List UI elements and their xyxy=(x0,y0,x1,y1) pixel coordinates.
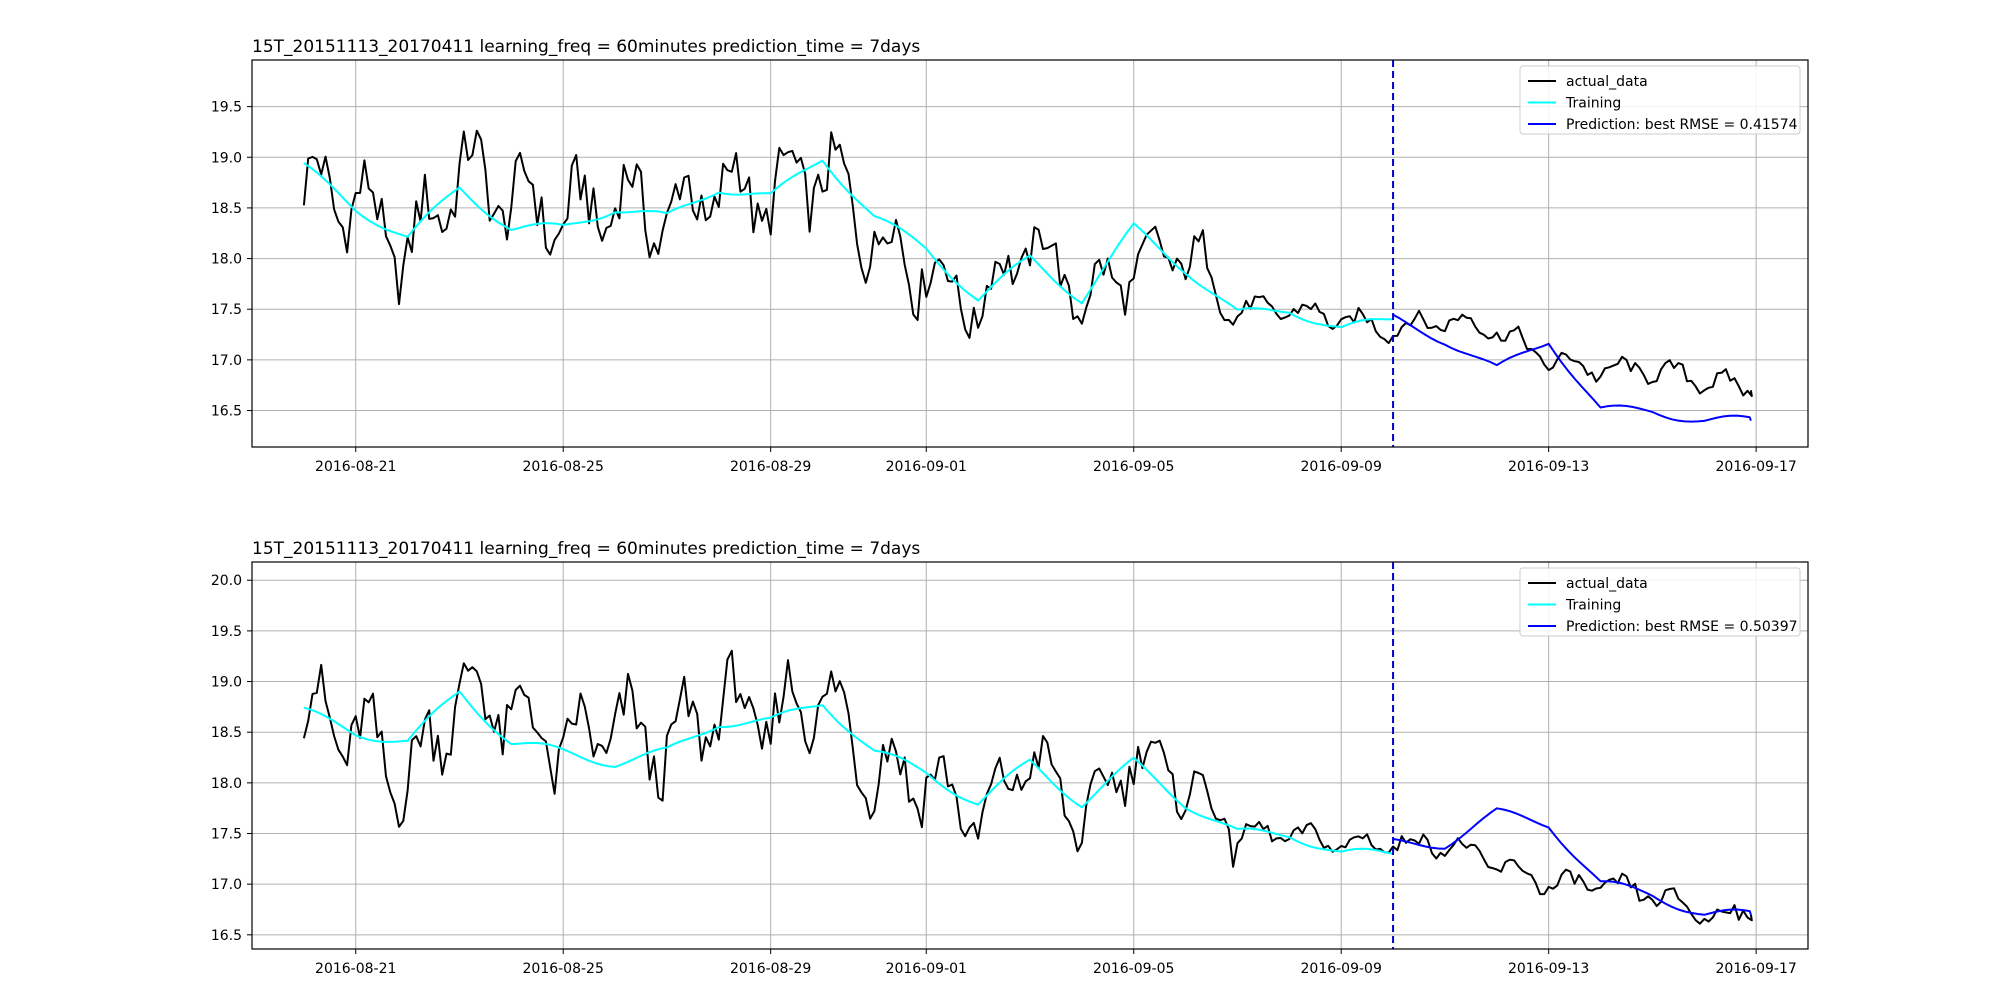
x-tick-label: 2016-09-01 xyxy=(886,459,967,475)
plot-frame xyxy=(251,561,1809,950)
series-line-1 xyxy=(303,690,1394,855)
y-tick-label: 19.0 xyxy=(211,150,242,166)
legend: actual_data Training Prediction: best RMSE… xyxy=(1519,567,1801,637)
x-tick-label: 2016-08-21 xyxy=(315,459,396,475)
y-tick-label: 16.5 xyxy=(211,928,242,944)
y-tick-label: 17.5 xyxy=(211,827,242,843)
legend-label: Prediction: best RMSE = 0.41574 xyxy=(1566,117,1798,133)
chart-title: 15T_20151113_20170411 learning_freq = 60… xyxy=(252,539,920,559)
x-tick-label: 2016-09-01 xyxy=(886,961,967,977)
y-tick-label: 17.0 xyxy=(211,353,242,369)
y-tick-label: 18.0 xyxy=(211,252,242,268)
legend-label: Prediction: best RMSE = 0.50397 xyxy=(1566,619,1798,635)
legend-label: Training xyxy=(1565,598,1621,614)
legend: actual_data Training Prediction: best RMSE… xyxy=(1519,65,1801,135)
y-tick-label: 17.5 xyxy=(211,302,242,318)
legend-label: actual_data xyxy=(1566,576,1648,592)
y-tick-label: 17.0 xyxy=(211,877,242,893)
x-tick-label: 2016-09-09 xyxy=(1301,459,1382,475)
x-tick-label: 2016-09-17 xyxy=(1715,961,1796,977)
y-tick-label: 18.0 xyxy=(211,776,242,792)
y-tick-label: 19.5 xyxy=(211,100,242,116)
series-line-1 xyxy=(303,159,1394,329)
x-tick-label: 2016-09-13 xyxy=(1508,961,1589,977)
x-tick-label: 2016-09-17 xyxy=(1715,459,1796,475)
chart-title: 15T_20151113_20170411 learning_freq = 60… xyxy=(252,37,920,57)
chart-bottom: 15T_20151113_20170411 learning_freq = 60… xyxy=(211,539,1809,977)
y-tick-label: 18.5 xyxy=(211,201,242,217)
x-tick-label: 2016-09-05 xyxy=(1093,961,1174,977)
x-tick-label: 2016-08-21 xyxy=(315,961,396,977)
legend-box xyxy=(1519,65,1801,135)
series-line-2 xyxy=(1392,807,1752,916)
chart-top: 15T_20151113_20170411 learning_freq = 60… xyxy=(211,37,1809,475)
x-tick-label: 2016-08-29 xyxy=(730,961,811,977)
x-tick-label: 2016-08-25 xyxy=(523,961,604,977)
x-tick-label: 2016-09-05 xyxy=(1093,459,1174,475)
legend-box xyxy=(1519,567,1801,637)
legend-label: Training xyxy=(1565,96,1621,112)
series-line-0 xyxy=(302,649,1753,925)
y-tick-label: 16.5 xyxy=(211,404,242,420)
x-tick-label: 2016-08-29 xyxy=(730,459,811,475)
series-line-2 xyxy=(1392,313,1752,423)
x-tick-label: 2016-08-25 xyxy=(523,459,604,475)
y-tick-label: 20.0 xyxy=(211,573,242,589)
y-tick-label: 18.5 xyxy=(211,725,242,741)
series-line-0 xyxy=(302,129,1753,397)
y-tick-label: 19.5 xyxy=(211,624,242,640)
legend-label: actual_data xyxy=(1566,74,1648,90)
y-tick-label: 19.0 xyxy=(211,675,242,691)
plot-frame xyxy=(251,59,1809,448)
x-tick-label: 2016-09-09 xyxy=(1301,961,1382,977)
x-tick-label: 2016-09-13 xyxy=(1508,459,1589,475)
